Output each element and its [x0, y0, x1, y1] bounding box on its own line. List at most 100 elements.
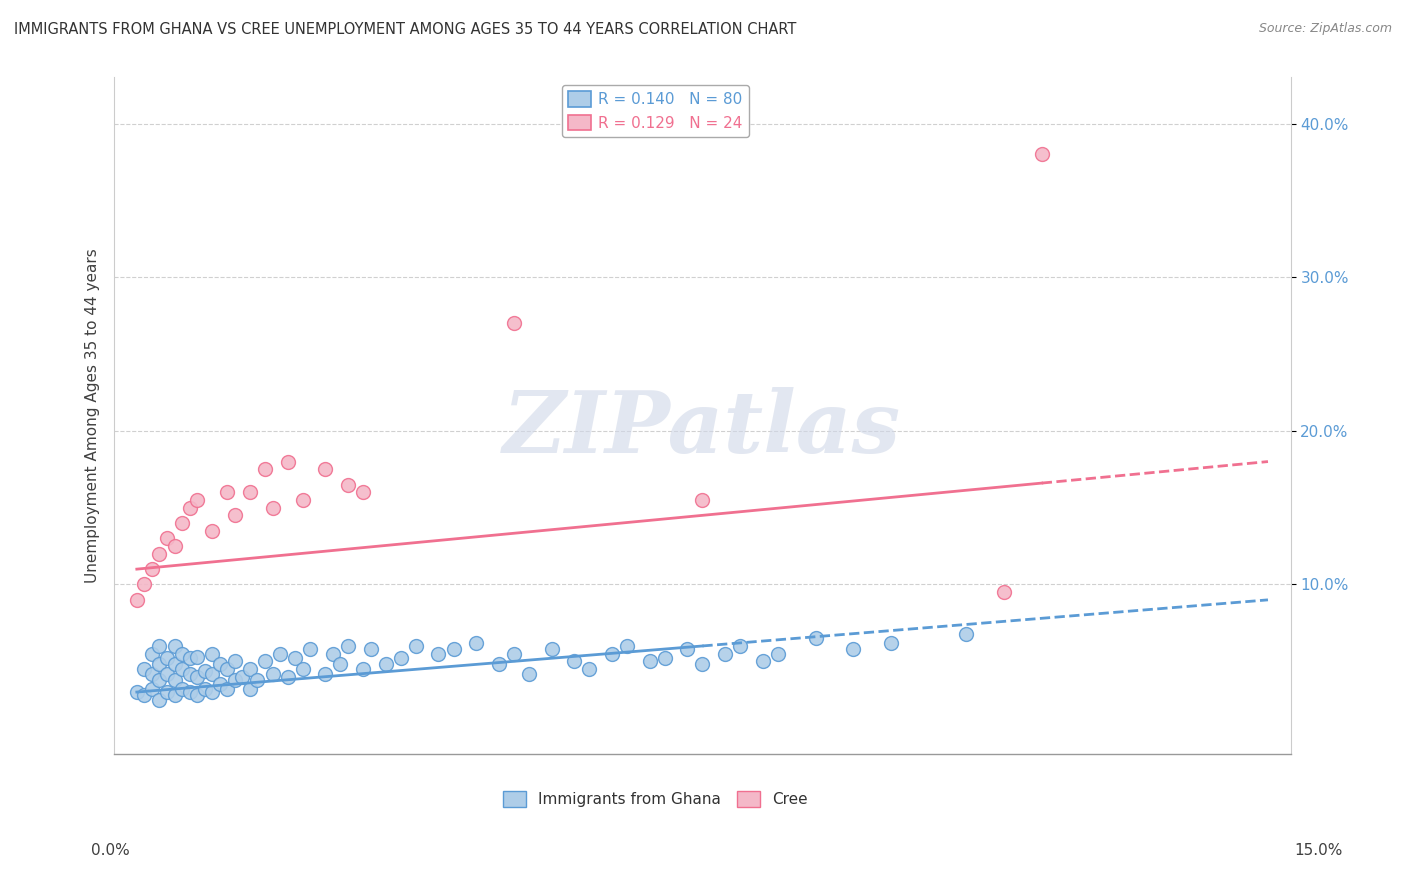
Point: [517, 666, 540, 681]
Point: [246, 673, 269, 687]
Point: [208, 677, 231, 691]
Point: [277, 670, 299, 684]
Text: ZIPatlas: ZIPatlas: [503, 387, 901, 471]
Point: [993, 585, 1015, 599]
Point: [231, 670, 253, 684]
Point: [163, 688, 186, 702]
Point: [262, 666, 284, 681]
Point: [170, 647, 193, 661]
Point: [714, 647, 737, 661]
Point: [224, 508, 246, 523]
Point: [156, 666, 179, 681]
Point: [692, 493, 714, 508]
Point: [194, 664, 217, 678]
Point: [201, 647, 224, 661]
Point: [208, 657, 231, 672]
Point: [804, 632, 827, 646]
Point: [194, 681, 217, 696]
Point: [389, 651, 412, 665]
Point: [170, 516, 193, 530]
Point: [125, 685, 148, 699]
Point: [134, 577, 156, 591]
Point: [224, 654, 246, 668]
Point: [751, 654, 773, 668]
Point: [201, 524, 224, 538]
Point: [502, 316, 524, 330]
Point: [352, 485, 374, 500]
Point: [253, 462, 276, 476]
Point: [284, 651, 307, 665]
Point: [676, 642, 699, 657]
Point: [766, 647, 789, 661]
Text: 15.0%: 15.0%: [1295, 843, 1343, 858]
Point: [352, 662, 374, 676]
Point: [134, 688, 156, 702]
Point: [201, 685, 224, 699]
Text: 0.0%: 0.0%: [91, 843, 131, 858]
Point: [186, 493, 208, 508]
Point: [156, 532, 179, 546]
Point: [269, 647, 291, 661]
Point: [148, 673, 170, 687]
Point: [179, 685, 201, 699]
Point: [217, 485, 239, 500]
Point: [291, 662, 314, 676]
Point: [322, 647, 344, 661]
Point: [148, 692, 170, 706]
Point: [156, 651, 179, 665]
Point: [148, 639, 170, 653]
Text: Source: ZipAtlas.com: Source: ZipAtlas.com: [1258, 22, 1392, 36]
Point: [186, 649, 208, 664]
Point: [336, 477, 359, 491]
Point: [170, 681, 193, 696]
Point: [314, 462, 336, 476]
Point: [600, 647, 623, 661]
Point: [179, 666, 201, 681]
Point: [253, 654, 276, 668]
Point: [186, 670, 208, 684]
Point: [299, 642, 322, 657]
Point: [201, 666, 224, 681]
Point: [540, 642, 562, 657]
Point: [179, 500, 201, 515]
Point: [562, 654, 585, 668]
Point: [314, 666, 336, 681]
Point: [692, 657, 714, 672]
Point: [374, 657, 396, 672]
Point: [291, 493, 314, 508]
Point: [880, 636, 903, 650]
Point: [217, 681, 239, 696]
Point: [239, 681, 262, 696]
Point: [141, 562, 163, 576]
Point: [163, 657, 186, 672]
Point: [134, 662, 156, 676]
Point: [842, 642, 865, 657]
Point: [616, 639, 638, 653]
Point: [728, 639, 751, 653]
Point: [488, 657, 510, 672]
Point: [262, 500, 284, 515]
Point: [170, 662, 193, 676]
Point: [277, 454, 299, 468]
Point: [360, 642, 382, 657]
Point: [141, 647, 163, 661]
Legend: Immigrants from Ghana, Cree: Immigrants from Ghana, Cree: [498, 785, 814, 814]
Point: [443, 642, 465, 657]
Point: [502, 647, 524, 661]
Point: [239, 485, 262, 500]
Point: [638, 654, 661, 668]
Y-axis label: Unemployment Among Ages 35 to 44 years: Unemployment Among Ages 35 to 44 years: [86, 248, 100, 582]
Point: [217, 662, 239, 676]
Point: [224, 673, 246, 687]
Point: [405, 639, 427, 653]
Point: [239, 662, 262, 676]
Point: [654, 651, 676, 665]
Point: [1031, 147, 1053, 161]
Point: [329, 657, 352, 672]
Point: [179, 651, 201, 665]
Point: [163, 539, 186, 553]
Point: [186, 688, 208, 702]
Point: [148, 657, 170, 672]
Point: [578, 662, 600, 676]
Text: IMMIGRANTS FROM GHANA VS CREE UNEMPLOYMENT AMONG AGES 35 TO 44 YEARS CORRELATION: IMMIGRANTS FROM GHANA VS CREE UNEMPLOYME…: [14, 22, 796, 37]
